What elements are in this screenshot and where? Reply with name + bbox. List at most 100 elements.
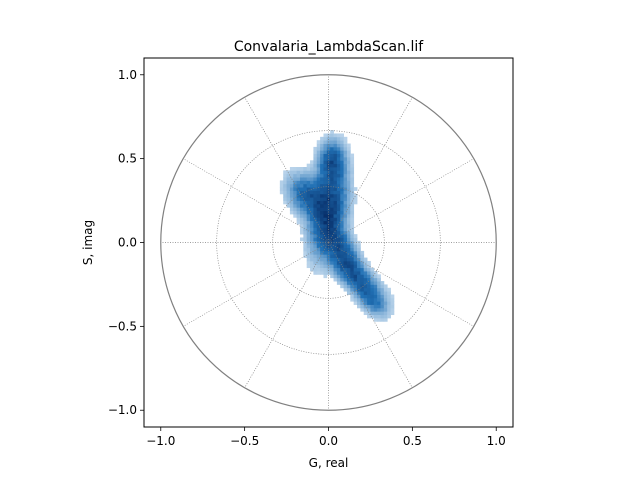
density-cell xyxy=(340,133,344,138)
density-cell xyxy=(283,183,287,188)
density-cell xyxy=(377,307,381,312)
density-cell xyxy=(289,180,294,185)
density-cell xyxy=(360,307,365,312)
density-cell xyxy=(336,187,341,191)
density-cell xyxy=(316,254,321,258)
density-cell xyxy=(343,237,348,242)
density-cell xyxy=(323,260,328,265)
density-cell xyxy=(299,183,304,188)
density-cell xyxy=(380,291,385,295)
density-cell xyxy=(357,297,361,302)
density-cell xyxy=(333,224,338,228)
density-cell xyxy=(350,284,355,289)
density-cell xyxy=(340,247,344,252)
density-cell xyxy=(310,257,314,262)
density-cell xyxy=(293,203,298,208)
density-cell xyxy=(330,173,334,178)
density-cell xyxy=(303,173,308,178)
density-cell xyxy=(330,234,334,238)
density-cell xyxy=(346,177,351,181)
density-cell xyxy=(333,183,338,188)
density-cell xyxy=(320,257,324,262)
density-cell xyxy=(350,187,355,191)
density-cell xyxy=(289,183,294,188)
density-cell xyxy=(306,264,311,269)
density-cell xyxy=(333,143,338,148)
density-cell xyxy=(316,140,321,144)
density-cell xyxy=(346,257,351,262)
density-cell xyxy=(343,230,348,235)
density-cell xyxy=(383,287,388,292)
density-cell xyxy=(303,237,308,242)
density-cell xyxy=(326,267,331,272)
density-cell xyxy=(350,217,355,222)
density-cell xyxy=(390,301,395,305)
density-cell xyxy=(316,200,321,205)
density-cell xyxy=(316,160,321,165)
density-cell xyxy=(313,150,318,154)
density-cell xyxy=(360,294,365,299)
density-cell xyxy=(350,271,355,275)
density-cell xyxy=(340,187,344,191)
density-cell xyxy=(363,304,368,309)
density-cell xyxy=(336,274,341,279)
density-cell xyxy=(333,140,338,144)
density-cell xyxy=(279,187,284,191)
density-cell xyxy=(336,143,341,148)
density-cell xyxy=(373,297,378,302)
density-cell xyxy=(333,277,338,282)
density-cell xyxy=(333,247,338,252)
density-cell xyxy=(350,177,355,181)
density-cell xyxy=(333,190,338,195)
density-cell xyxy=(340,274,344,279)
density-cell xyxy=(370,277,375,282)
density-cell xyxy=(306,173,311,178)
density-cell xyxy=(333,173,338,178)
density-cell xyxy=(383,294,388,299)
density-cell xyxy=(313,187,318,191)
density-cell xyxy=(303,210,308,215)
density-cell xyxy=(306,200,311,205)
density-cell xyxy=(357,281,361,285)
density-cell xyxy=(346,234,351,238)
density-cell xyxy=(293,180,298,185)
density-cell xyxy=(336,156,341,161)
density-cell xyxy=(299,177,304,181)
density-cell xyxy=(323,177,328,181)
density-cell xyxy=(310,230,314,235)
density-cell xyxy=(306,257,311,262)
density-cell xyxy=(383,307,388,312)
density-cell xyxy=(343,210,348,215)
density-cell xyxy=(296,207,301,212)
density-cell xyxy=(343,260,348,265)
density-cell xyxy=(340,156,344,161)
density-cell xyxy=(346,284,351,289)
density-cell xyxy=(340,260,344,265)
density-cell xyxy=(336,177,341,181)
density-cell xyxy=(370,307,375,312)
density-cell xyxy=(310,237,314,242)
y-axis-ticks: −1.0 −0.5 0.0 0.5 1.0 xyxy=(108,68,144,417)
density-cell xyxy=(283,200,287,205)
density-cell xyxy=(286,193,291,198)
density-cell xyxy=(336,150,341,154)
density-cell xyxy=(323,230,328,235)
polar-grid xyxy=(160,74,497,411)
density-cell xyxy=(367,267,371,272)
density-cell xyxy=(357,291,361,295)
density-cell xyxy=(323,210,328,215)
density-cell xyxy=(333,237,338,242)
density-cell xyxy=(340,224,344,228)
density-cell xyxy=(350,297,355,302)
density-cell xyxy=(299,190,304,195)
density-cell xyxy=(310,200,314,205)
density-cell xyxy=(313,203,318,208)
density-cell xyxy=(320,143,324,148)
density-cell xyxy=(313,177,318,181)
density-cell xyxy=(303,244,308,248)
density-cell xyxy=(326,146,331,151)
density-cell xyxy=(377,281,381,285)
density-cell xyxy=(320,167,324,171)
density-cell xyxy=(377,314,381,319)
density-cell xyxy=(303,224,308,228)
